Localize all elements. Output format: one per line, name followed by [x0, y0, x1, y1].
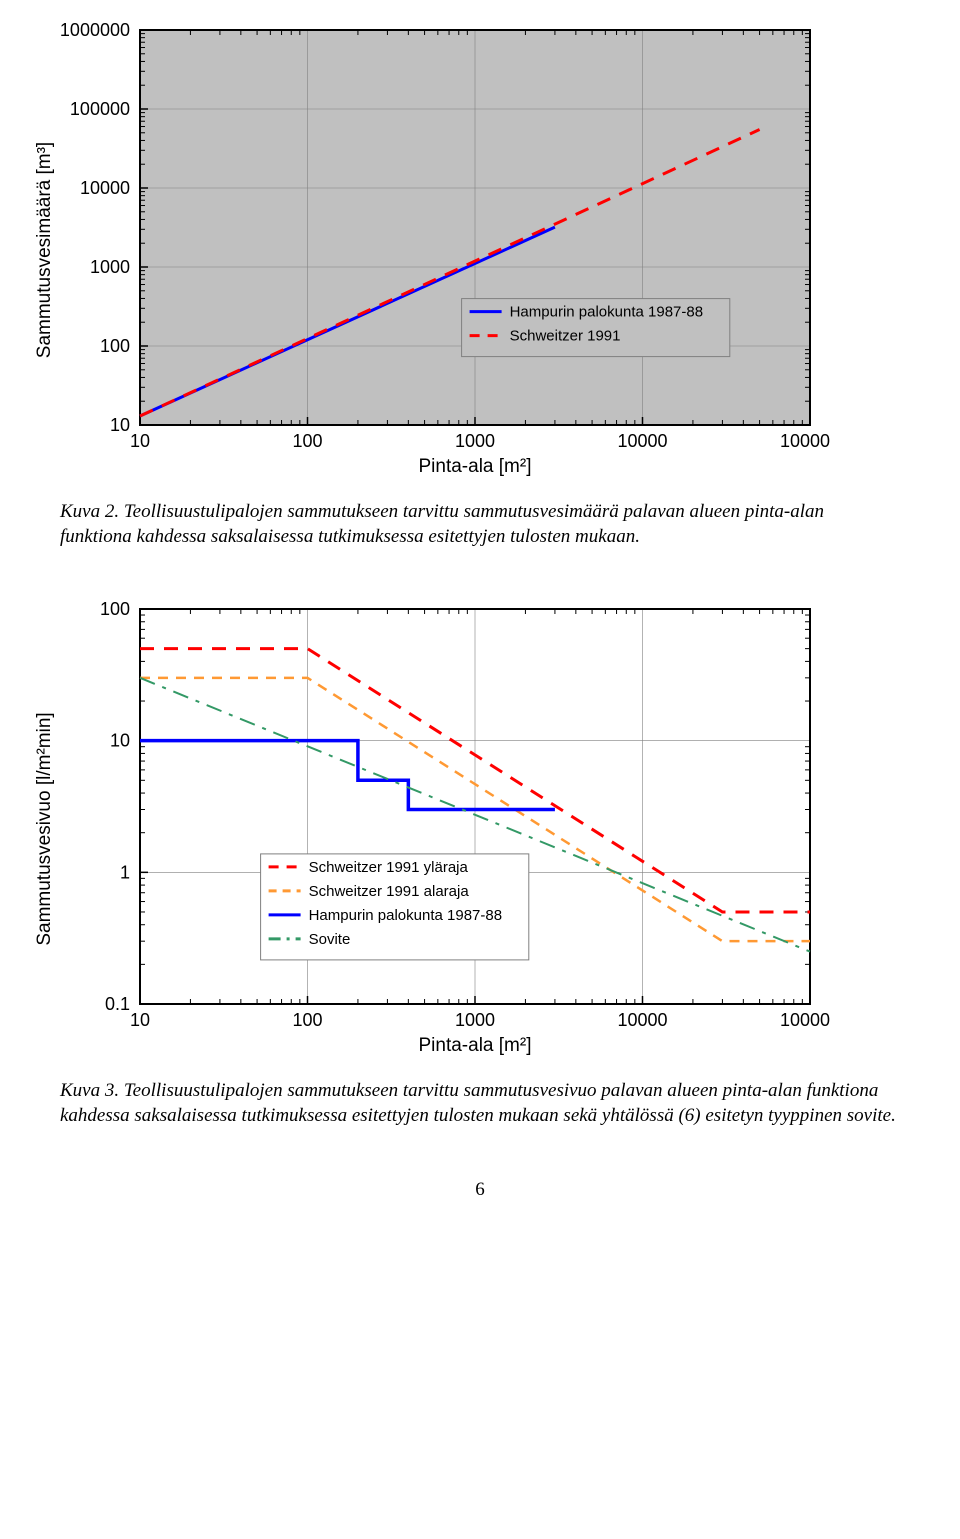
- svg-text:100000: 100000: [70, 99, 130, 119]
- svg-text:Schweitzer 1991 yläraja: Schweitzer 1991 yläraja: [309, 859, 469, 876]
- chart-2: Sammutusvesivuo [l/m²min] 10100100010000…: [60, 599, 900, 1059]
- svg-text:Sovite: Sovite: [309, 931, 351, 948]
- page: Sammutusvesimäärä [m³] 10100100010000100…: [0, 0, 960, 1241]
- chart1-svg: 10 100 1000 10000 100000 10 100 1000 10000 100000…: [60, 20, 830, 480]
- svg-text:Hampurin palokunta 1987-88: Hampurin palokunta 1987-88: [510, 304, 703, 321]
- svg-text:100000: 100000: [780, 1010, 830, 1030]
- svg-text:10000: 10000: [617, 431, 667, 451]
- caption-2: Kuva 3. Teollisuustulipalojen sammutukse…: [60, 1079, 900, 1128]
- svg-text:100: 100: [292, 1010, 322, 1030]
- svg-text:Hampurin palokunta 1987-88: Hampurin palokunta 1987-88: [309, 907, 502, 924]
- svg-text:10000: 10000: [617, 1010, 667, 1030]
- svg-text:1000: 1000: [90, 257, 130, 277]
- svg-text:100: 100: [100, 336, 130, 356]
- svg-text:0.1: 0.1: [105, 994, 130, 1014]
- svg-text:100000: 100000: [780, 431, 830, 451]
- svg-text:1000: 1000: [455, 431, 495, 451]
- svg-text:Pinta-ala [m²]: Pinta-ala [m²]: [419, 456, 532, 477]
- page-number: 6: [60, 1179, 900, 1201]
- svg-text:100: 100: [292, 431, 322, 451]
- svg-text:1000000: 1000000: [60, 20, 130, 40]
- svg-text:10: 10: [110, 731, 130, 751]
- svg-text:Schweitzer 1991: Schweitzer 1991: [510, 328, 621, 345]
- svg-text:1: 1: [120, 863, 130, 883]
- svg-text:Schweitzer 1991 alaraja: Schweitzer 1991 alaraja: [309, 883, 470, 900]
- svg-text:10000: 10000: [80, 178, 130, 198]
- svg-text:1000: 1000: [455, 1010, 495, 1030]
- svg-text:10: 10: [130, 431, 150, 451]
- chart-1: Sammutusvesimäärä [m³] 10100100010000100…: [60, 20, 900, 480]
- svg-text:100: 100: [100, 599, 130, 619]
- svg-text:10: 10: [130, 1010, 150, 1030]
- chart2-svg: 10 100 1000 10000 100000 0.1 1 10 100 Pinta-ala […: [60, 599, 830, 1059]
- svg-text:Pinta-ala [m²]: Pinta-ala [m²]: [419, 1035, 532, 1056]
- caption-1: Kuva 2. Teollisuustulipalojen sammutukse…: [60, 500, 900, 549]
- svg-text:10: 10: [110, 415, 130, 435]
- chart2-y-label: Sammutusvesivuo [l/m²min]: [34, 713, 56, 946]
- chart1-y-label: Sammutusvesimäärä [m³]: [34, 142, 56, 358]
